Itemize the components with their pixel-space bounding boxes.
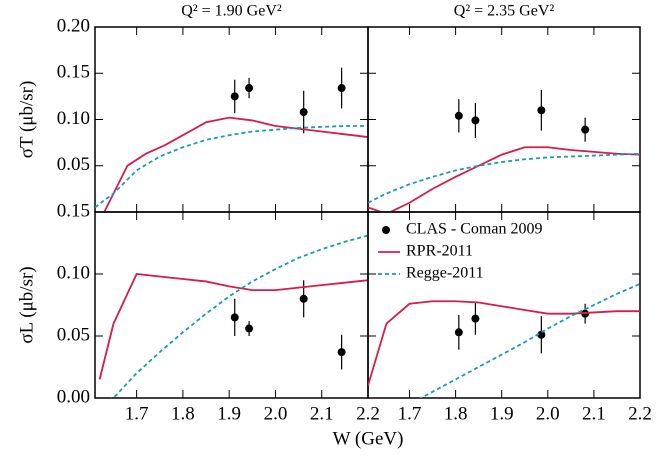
legend-label: CLAS - Coman 2009 bbox=[406, 221, 542, 238]
plot-area bbox=[368, 283, 640, 398]
panel-frame bbox=[94, 26, 369, 213]
panel-title: Q² = 1.90 GeV² bbox=[181, 3, 282, 20]
x-tick-label: 2.2 bbox=[356, 403, 380, 424]
plot-area bbox=[95, 67, 368, 212]
curve bbox=[419, 283, 640, 398]
y-tick-label: 0.10 bbox=[57, 108, 90, 129]
legend-label: Regge-2011 bbox=[406, 265, 484, 282]
curve bbox=[368, 300, 640, 386]
x-tick-label: 2.0 bbox=[536, 403, 560, 424]
y-axis-label: σL (μb/sr) bbox=[16, 266, 37, 343]
curve bbox=[103, 116, 368, 212]
x-tick-label: 1.8 bbox=[171, 403, 195, 424]
legend-swatch bbox=[382, 226, 390, 234]
y-tick-label: 0.05 bbox=[57, 154, 90, 175]
x-tick-label: 1.7 bbox=[125, 403, 149, 424]
data-point bbox=[299, 108, 308, 117]
y-tick-label: 0.05 bbox=[57, 324, 90, 345]
curve bbox=[110, 234, 368, 398]
plot-area bbox=[368, 89, 640, 212]
y-tick-label: 0.20 bbox=[57, 15, 90, 36]
curve bbox=[95, 125, 368, 209]
x-tick-label: 2.1 bbox=[582, 403, 606, 424]
y-tick-label: 0.15 bbox=[57, 200, 90, 221]
data-point bbox=[337, 348, 346, 357]
panel-title: Q² = 2.35 GeV² bbox=[454, 3, 555, 20]
data-point bbox=[230, 92, 239, 101]
data-point bbox=[581, 125, 590, 134]
data-point bbox=[337, 84, 346, 93]
data-point bbox=[454, 111, 463, 120]
data-point bbox=[245, 324, 254, 333]
data-point bbox=[537, 330, 546, 339]
y-tick-label: 0.10 bbox=[57, 262, 90, 283]
data-point bbox=[299, 294, 308, 303]
x-tick-label: 1.8 bbox=[444, 403, 468, 424]
y-axis-label: σT (μb/sr) bbox=[16, 81, 37, 159]
x-axis-label: W (GeV) bbox=[333, 428, 404, 449]
data-point bbox=[471, 116, 480, 125]
data-point bbox=[537, 106, 546, 115]
data-point bbox=[471, 314, 480, 323]
data-point bbox=[245, 84, 254, 93]
panel-frame bbox=[94, 211, 369, 399]
x-tick-label: 1.9 bbox=[490, 403, 514, 424]
plot-area bbox=[98, 234, 368, 398]
x-tick-label: 1.9 bbox=[217, 403, 241, 424]
curve bbox=[98, 273, 368, 380]
x-tick-label: 2.1 bbox=[310, 403, 334, 424]
curve bbox=[368, 152, 640, 204]
data-point bbox=[454, 328, 463, 337]
legend-label: RPR-2011 bbox=[406, 243, 473, 260]
x-tick-label: 2.0 bbox=[264, 403, 288, 424]
x-tick-label: 2.2 bbox=[628, 403, 652, 424]
data-point bbox=[230, 313, 239, 322]
curve bbox=[368, 146, 640, 212]
x-tick-label: 1.7 bbox=[398, 403, 422, 424]
y-tick-label: 0.15 bbox=[57, 62, 90, 83]
panel-frame bbox=[367, 211, 641, 399]
y-tick-label: 0.00 bbox=[57, 386, 90, 407]
